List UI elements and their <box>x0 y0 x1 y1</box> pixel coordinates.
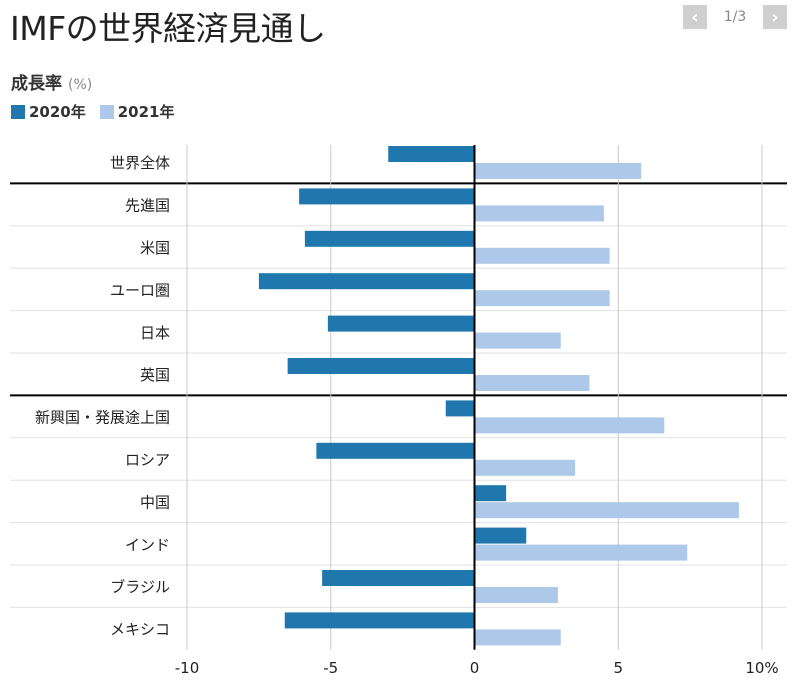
category-label: 英国 <box>140 366 170 384</box>
bar-2021 <box>474 544 688 561</box>
pager: ‹ 1/3 › <box>683 5 787 29</box>
bar-2020 <box>445 400 475 417</box>
category-label: メキシコ <box>110 621 170 639</box>
bar-2020 <box>284 612 475 629</box>
bar-2021 <box>474 459 576 476</box>
chart-subtitle: 成長率 (%) <box>11 69 92 94</box>
legend-swatch-2020 <box>11 104 25 119</box>
legend-label-2020: 2020年 <box>29 103 86 121</box>
x-tick-label: -5 <box>323 659 338 677</box>
chevron-right-icon: › <box>771 6 779 28</box>
legend-item-2021: 2021年 <box>99 101 175 122</box>
bar-2021 <box>474 587 558 603</box>
x-tick-label: 5 <box>613 659 623 677</box>
x-tick-label: 0 <box>470 659 480 677</box>
bar-2020 <box>327 315 475 332</box>
category-label: ユーロ圏 <box>110 281 170 299</box>
bar-2021 <box>474 163 642 179</box>
bar-2020 <box>299 188 475 205</box>
category-label: 新興国・発展途上国 <box>35 409 170 427</box>
unit-label: (%) <box>68 77 93 93</box>
bar-2021 <box>474 502 739 519</box>
category-label: 米国 <box>140 239 170 257</box>
bar-2021 <box>474 290 610 307</box>
chart-title: 成長率 <box>11 74 62 94</box>
bar-2020 <box>258 273 475 290</box>
category-label: 世界全体 <box>110 154 170 172</box>
legend-swatch-2021 <box>99 104 114 119</box>
bar-2021 <box>474 247 610 264</box>
bar-2021 <box>474 417 665 434</box>
bar-2020 <box>304 230 475 247</box>
bar-2020 <box>474 527 527 544</box>
bar-2021 <box>474 205 604 222</box>
category-label: 中国 <box>140 493 170 511</box>
category-label: 先進国 <box>125 197 170 215</box>
x-tick-label: 10% <box>745 659 778 677</box>
legend-item-2020: 2020年 <box>11 101 86 122</box>
category-label: 日本 <box>140 324 170 342</box>
chevron-left-icon: ‹ <box>691 6 699 28</box>
category-label: ロシア <box>125 451 170 469</box>
bar-2020 <box>388 146 475 162</box>
bar-2020 <box>316 442 475 459</box>
bar-2021 <box>474 629 561 646</box>
bar-2020 <box>287 358 475 374</box>
legend-label-2021: 2021年 <box>117 103 175 121</box>
page-count: 1/3 <box>723 9 747 25</box>
category-label: インド <box>125 536 170 554</box>
prev-button[interactable]: ‹ <box>683 5 707 29</box>
legend: 2020年 2021年 <box>11 101 189 122</box>
bar-2021 <box>474 375 590 391</box>
category-label: ブラジル <box>110 578 170 596</box>
x-tick-label: -10 <box>175 659 200 677</box>
bar-2020 <box>474 485 507 502</box>
next-button[interactable]: › <box>763 5 787 29</box>
page-title: IMFの世界経済見通し <box>10 9 326 48</box>
bar-2021 <box>474 332 561 349</box>
bar-2020 <box>322 570 475 586</box>
